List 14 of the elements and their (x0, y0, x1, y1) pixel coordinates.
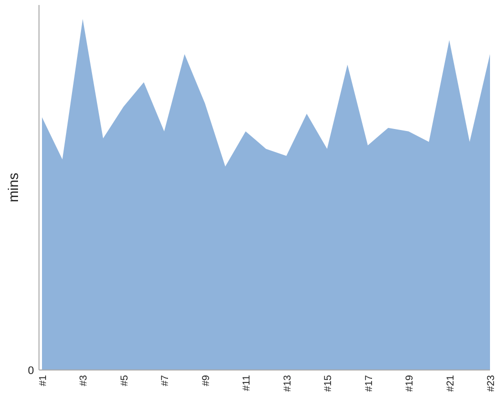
x-tick-label: #7 (160, 374, 172, 386)
x-tick-label: #1 (38, 374, 49, 386)
x-tick-label: #23 (486, 374, 497, 392)
x-tick-label: #19 (404, 374, 416, 392)
x-tick-label: #15 (323, 374, 334, 392)
x-tick-label: #9 (200, 374, 212, 386)
x-tick-label: #11 (242, 374, 253, 391)
y-axis-title: mins (5, 172, 21, 202)
x-tick-label: #3 (78, 374, 90, 386)
x-tick-label: #21 (445, 374, 456, 392)
x-tick-label: #17 (364, 374, 375, 392)
x-tick-label: #5 (119, 374, 130, 386)
x-tick-label: #13 (282, 374, 294, 392)
text: 0 (28, 365, 34, 377)
